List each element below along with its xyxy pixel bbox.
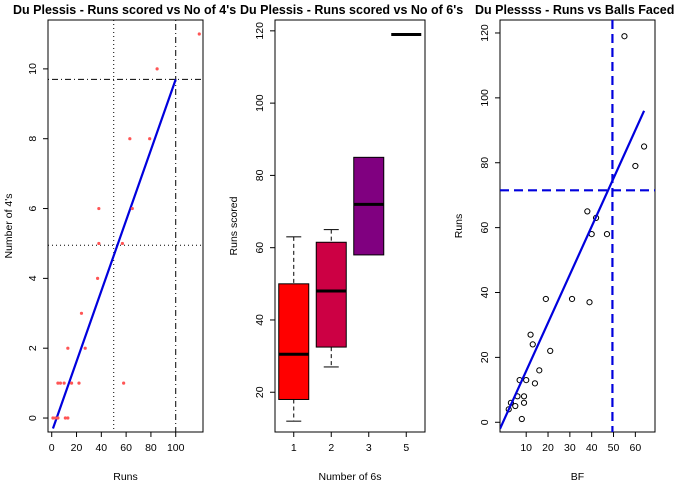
y-tick-label: 20	[254, 386, 266, 398]
y-tick-label: 2	[27, 345, 39, 351]
data-point	[531, 380, 539, 387]
data-point	[542, 295, 549, 303]
data-point	[51, 416, 55, 420]
y-tick-label: 80	[254, 169, 266, 181]
y-tick-label: 40	[479, 287, 491, 299]
data-point	[66, 346, 70, 350]
data-point	[97, 241, 101, 246]
x-tick-label: 20	[542, 442, 554, 454]
y-tick-label: 120	[254, 22, 266, 40]
y-tick-label: 0	[27, 415, 39, 421]
data-point	[518, 415, 525, 423]
x-tick-label: 30	[564, 442, 576, 454]
data-point	[79, 311, 84, 315]
x-tick-label: 100	[167, 442, 185, 454]
y-tick-label: 120	[479, 24, 491, 42]
x-axis-label-1: Runs	[113, 471, 138, 482]
y-axis-label-1: Number of 4's	[3, 193, 15, 258]
regression-line	[500, 110, 646, 430]
y-tick-label: 4	[27, 275, 39, 281]
x-tick-label: 2	[328, 442, 334, 454]
data-point	[520, 399, 528, 406]
y-axis-label-3: Runs	[453, 214, 465, 239]
data-point	[56, 416, 60, 420]
x-tick-label: 3	[366, 442, 372, 454]
x-tick-label: 80	[145, 442, 157, 454]
data-point	[66, 416, 70, 420]
y-tick-label: 40	[254, 314, 266, 326]
box-body	[278, 283, 310, 400]
title-group-3: Du Plessss - Runs vs Balls Faced	[475, 3, 674, 17]
data-point	[512, 402, 519, 410]
data-point	[155, 67, 159, 71]
y-tick-label: 6	[27, 205, 39, 211]
x-tick-label: 0	[49, 442, 55, 454]
y-tick-label: 0	[479, 419, 491, 425]
data-point	[83, 346, 87, 350]
chart-title-3: Du Plessss - Runs vs Balls Faced	[475, 3, 674, 17]
y-tick-label: 60	[479, 222, 491, 234]
data-point	[197, 32, 201, 36]
data-point	[603, 231, 611, 238]
data-point	[69, 381, 74, 385]
data-point	[122, 381, 126, 385]
x-tick-label: 10	[520, 442, 532, 454]
data-point	[527, 331, 534, 338]
data-point	[523, 376, 530, 384]
data-point	[62, 381, 66, 385]
x-tick-label: 5	[403, 442, 409, 454]
data-point	[97, 206, 101, 211]
data-point	[148, 137, 152, 141]
data-point	[584, 208, 591, 215]
data-point	[130, 206, 134, 211]
x-tick-label: 50	[608, 442, 620, 454]
x-axis-label-3: BF	[571, 471, 584, 482]
x-axis-label-2: Number of 6s	[318, 471, 381, 482]
y-axis-label-2: Runs scored	[228, 196, 240, 255]
data-point	[63, 416, 67, 420]
regression-line	[51, 78, 177, 429]
x-tick-label: 20	[71, 442, 83, 454]
y-tick-label: 60	[254, 242, 266, 254]
y-tick-label: 80	[479, 157, 491, 169]
data-point	[586, 299, 593, 306]
y-tick-label: 10	[27, 63, 39, 75]
data-point	[568, 295, 576, 303]
plot-frame-1	[47, 19, 204, 433]
data-point	[520, 393, 528, 400]
x-tick-label: 60	[630, 442, 642, 454]
data-point	[128, 137, 132, 141]
chart-title-1: Du Plessis - Runs scored vs No of 4's	[13, 3, 236, 17]
data-point	[96, 276, 100, 280]
data-point	[77, 381, 81, 385]
y-tick-label: 100	[479, 89, 491, 107]
y-tick-label: 100	[254, 94, 266, 112]
data-point	[536, 367, 543, 374]
chart-title-2: Du Plessis - Runs scored vs No of 6's	[240, 3, 463, 17]
data-point	[56, 381, 60, 385]
title-group-1: Du Plessis - Runs scored vs No of 4's	[13, 3, 236, 17]
title-group-2: Du Plessis - Runs scored vs No of 6's	[240, 3, 463, 17]
x-tick-label: 40	[586, 442, 598, 454]
data-point	[529, 341, 536, 348]
data-point	[632, 162, 639, 170]
x-tick-label: 1	[291, 442, 297, 454]
data-point	[621, 33, 628, 40]
data-point	[120, 241, 124, 246]
data-point	[53, 416, 58, 420]
y-tick-label: 8	[27, 136, 39, 142]
box-body	[353, 156, 385, 256]
y-tick-label: 20	[479, 351, 491, 363]
x-tick-label: 60	[120, 442, 132, 454]
plot-frame-3	[499, 19, 656, 433]
data-point	[640, 143, 648, 150]
data-point	[58, 381, 63, 385]
x-tick-label: 40	[95, 442, 107, 454]
data-point	[547, 347, 554, 354]
plot-frame-2	[274, 19, 426, 433]
box-body	[315, 241, 347, 348]
